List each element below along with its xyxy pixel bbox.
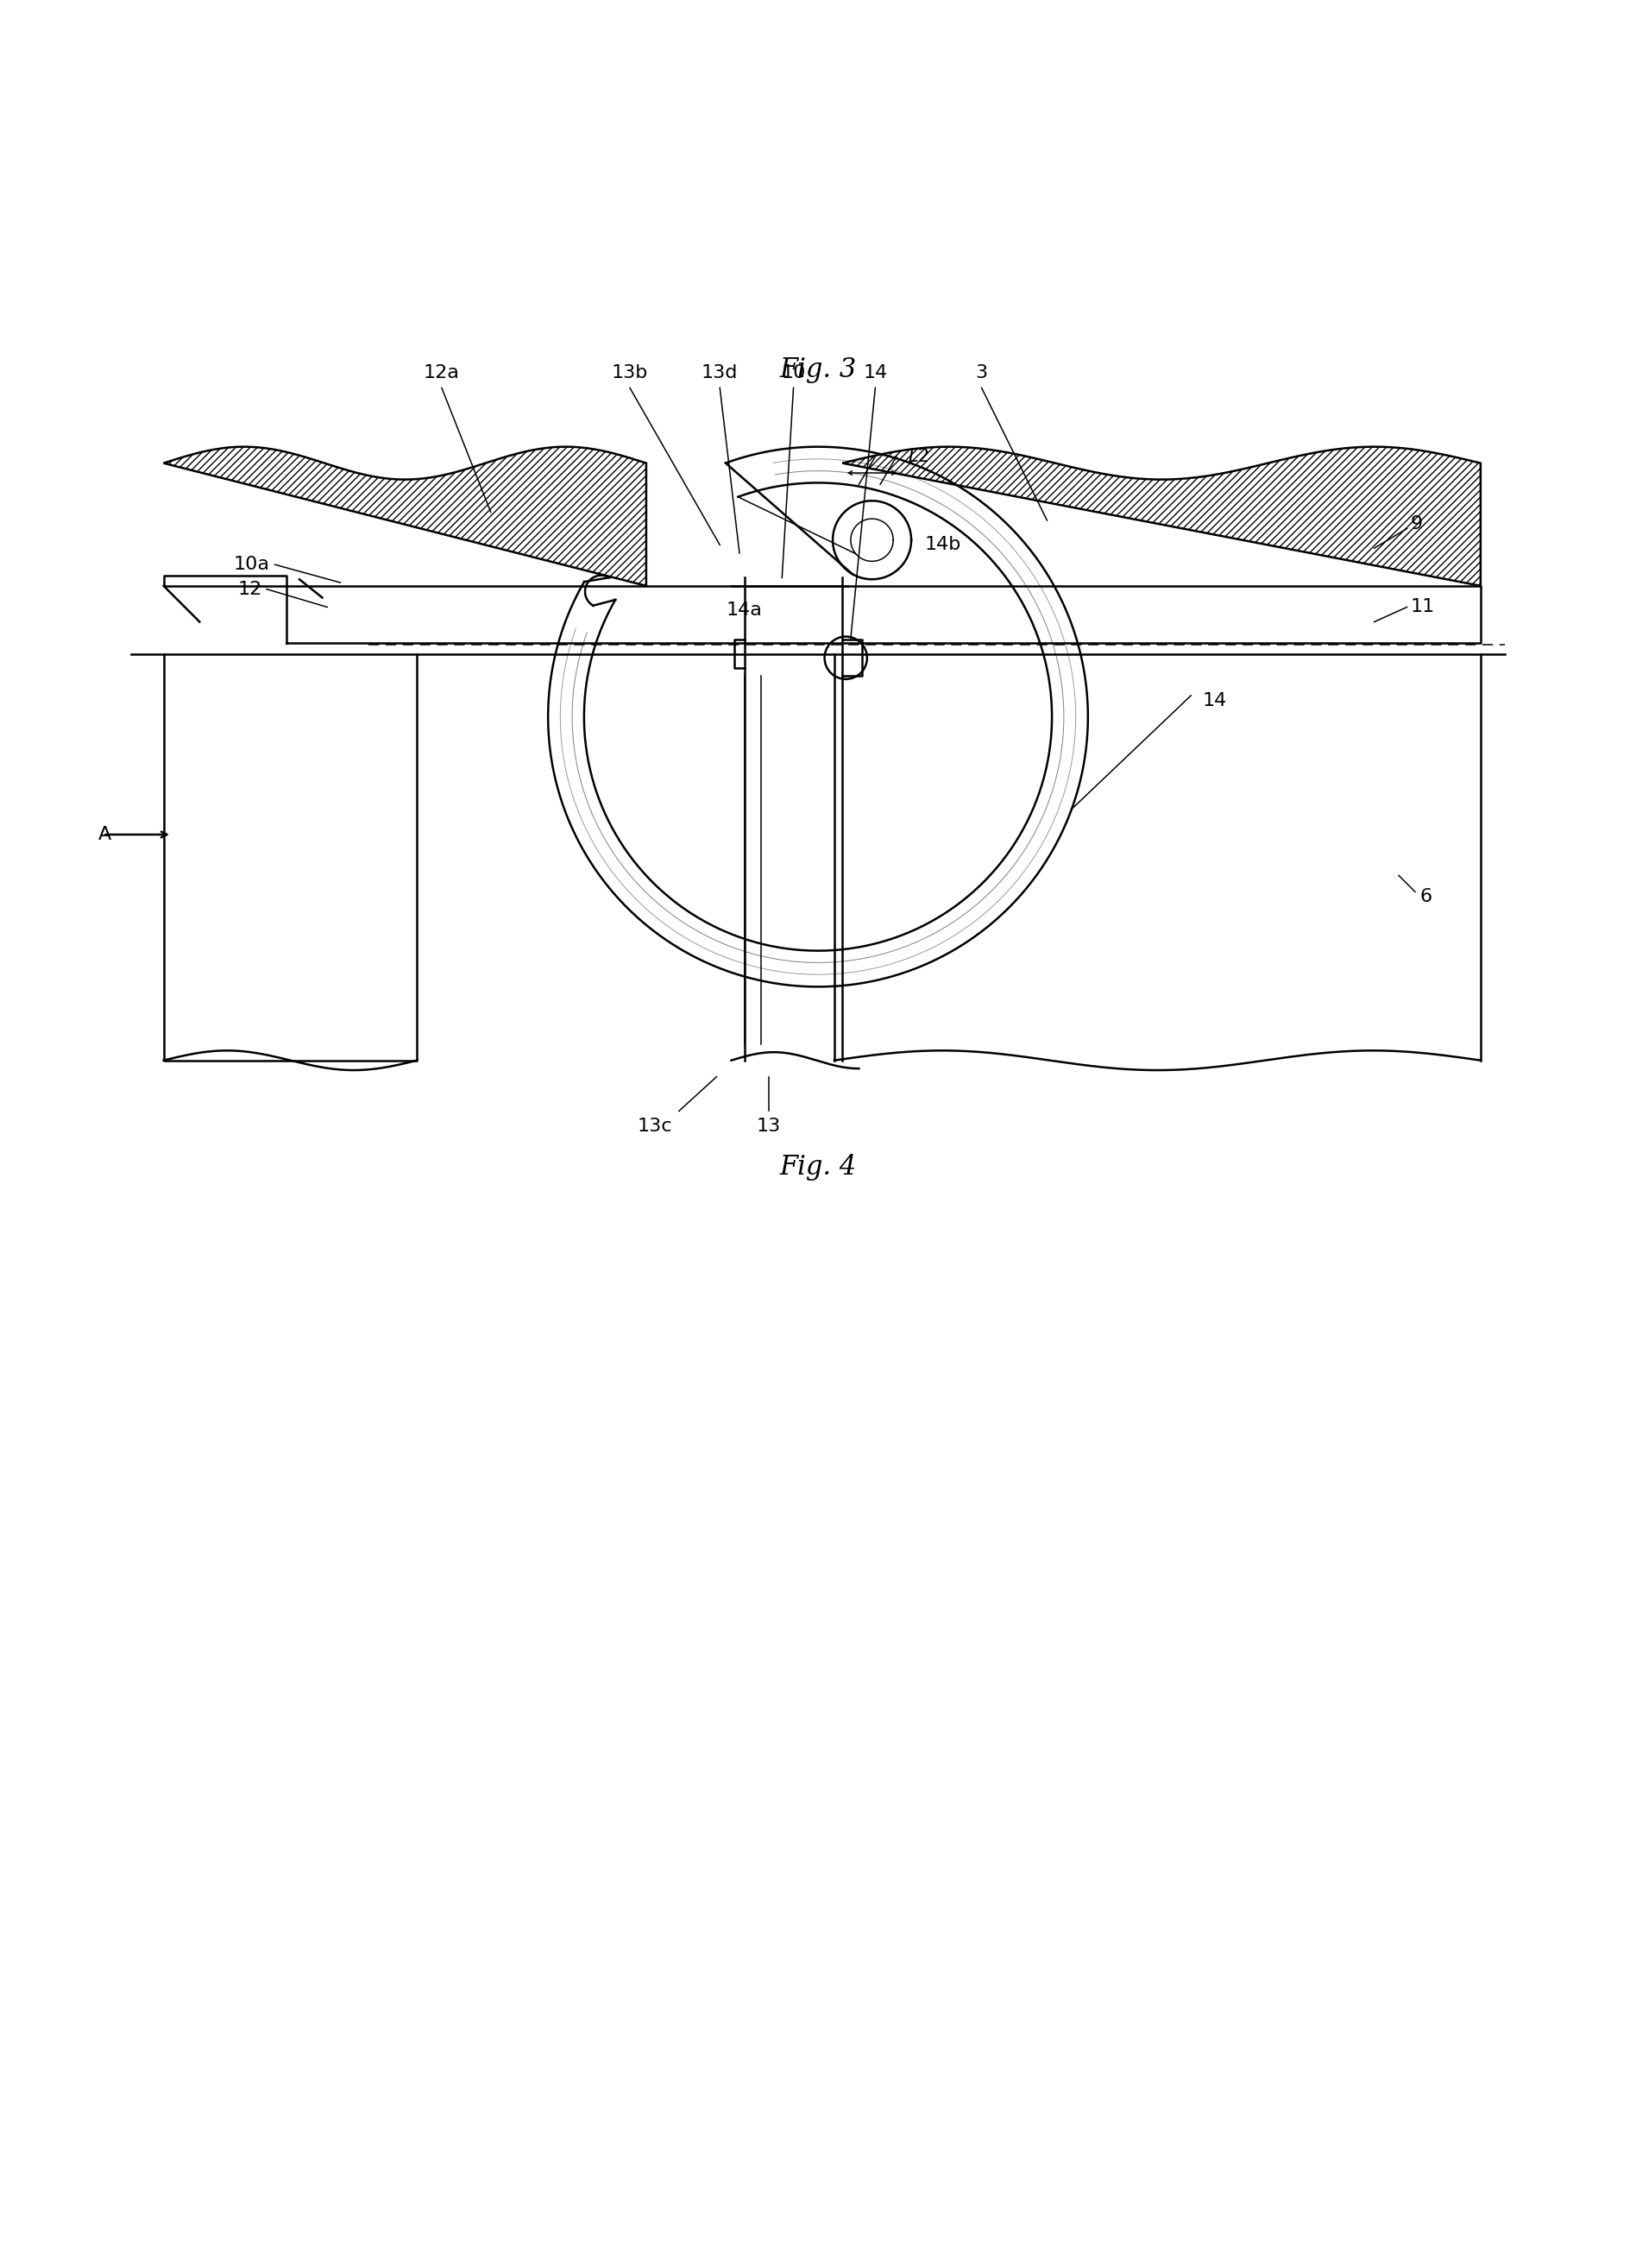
- Text: Fig. 4: Fig. 4: [779, 1154, 857, 1179]
- Text: 13b: 13b: [612, 365, 648, 381]
- Text: 13: 13: [757, 1118, 780, 1134]
- Text: 12: 12: [237, 581, 262, 599]
- Polygon shape: [843, 447, 1481, 585]
- Text: A: A: [98, 826, 111, 844]
- Text: 10: 10: [782, 365, 805, 381]
- Text: 12a: 12a: [424, 365, 460, 381]
- Text: Fig. 3: Fig. 3: [779, 356, 857, 383]
- Text: 14a: 14a: [726, 601, 762, 619]
- Text: 14b: 14b: [924, 535, 960, 553]
- Polygon shape: [164, 447, 646, 585]
- Text: 9: 9: [1410, 515, 1422, 533]
- Text: 11: 11: [1410, 599, 1435, 615]
- Text: 3: 3: [975, 365, 988, 381]
- Text: $L2$: $L2$: [908, 449, 929, 465]
- Text: 13c: 13c: [636, 1118, 672, 1134]
- Text: 14: 14: [1202, 692, 1227, 710]
- Text: 13d: 13d: [702, 365, 738, 381]
- Text: 14: 14: [864, 365, 887, 381]
- Text: 6: 6: [1420, 889, 1432, 905]
- Text: 10a: 10a: [234, 556, 270, 574]
